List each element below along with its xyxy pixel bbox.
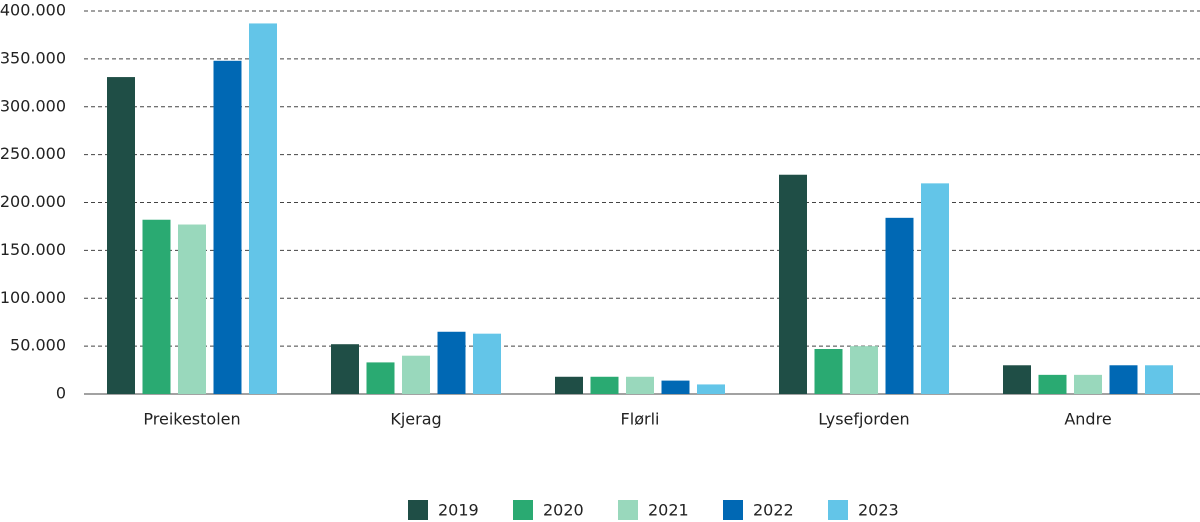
bar bbox=[249, 23, 277, 394]
bar bbox=[590, 376, 619, 394]
bar bbox=[1109, 365, 1138, 394]
y-tick-label: 300.000 bbox=[0, 96, 66, 115]
bar bbox=[555, 376, 583, 394]
legend-label: 2022 bbox=[753, 501, 794, 520]
y-tick-label: 100.000 bbox=[0, 288, 66, 307]
bar bbox=[107, 77, 135, 394]
bar bbox=[142, 219, 171, 394]
bar bbox=[697, 384, 725, 394]
y-tick-label: 350.000 bbox=[0, 48, 66, 67]
bar bbox=[626, 376, 654, 394]
y-tick-label: 150.000 bbox=[0, 240, 66, 259]
bar bbox=[814, 348, 843, 394]
legend-swatch bbox=[513, 500, 533, 520]
legend-label: 2020 bbox=[543, 501, 584, 520]
y-tick-label: 200.000 bbox=[0, 192, 66, 211]
legend-label: 2021 bbox=[648, 501, 689, 520]
y-tick-label: 0 bbox=[56, 384, 66, 403]
bar bbox=[366, 362, 395, 394]
bar bbox=[1074, 374, 1102, 394]
y-tick-label: 400.000 bbox=[0, 1, 66, 20]
bar bbox=[437, 331, 466, 394]
legend-swatch bbox=[828, 500, 848, 520]
bar bbox=[921, 183, 949, 394]
x-tick-label: Lysefjorden bbox=[818, 410, 909, 429]
legend-label: 2019 bbox=[438, 501, 479, 520]
legend-swatch bbox=[618, 500, 638, 520]
legend-label: 2023 bbox=[858, 501, 899, 520]
x-tick-label: Flørli bbox=[621, 410, 660, 429]
bar bbox=[473, 333, 501, 394]
bar bbox=[779, 174, 807, 394]
x-tick-label: Kjerag bbox=[390, 410, 441, 429]
bar bbox=[1145, 365, 1173, 394]
bar bbox=[178, 224, 206, 394]
x-tick-label: Andre bbox=[1064, 410, 1111, 429]
bar bbox=[885, 217, 914, 394]
x-tick-label: Preikestolen bbox=[143, 410, 240, 429]
bar bbox=[213, 60, 242, 394]
bar bbox=[331, 344, 359, 394]
y-tick-label: 250.000 bbox=[0, 144, 66, 163]
bar bbox=[1038, 374, 1067, 394]
bar bbox=[1003, 365, 1031, 394]
bar bbox=[402, 355, 430, 394]
legend-swatch bbox=[408, 500, 428, 520]
bar bbox=[661, 380, 690, 394]
y-tick-label: 50.000 bbox=[10, 336, 66, 355]
bar bbox=[850, 346, 878, 394]
legend-swatch bbox=[723, 500, 743, 520]
